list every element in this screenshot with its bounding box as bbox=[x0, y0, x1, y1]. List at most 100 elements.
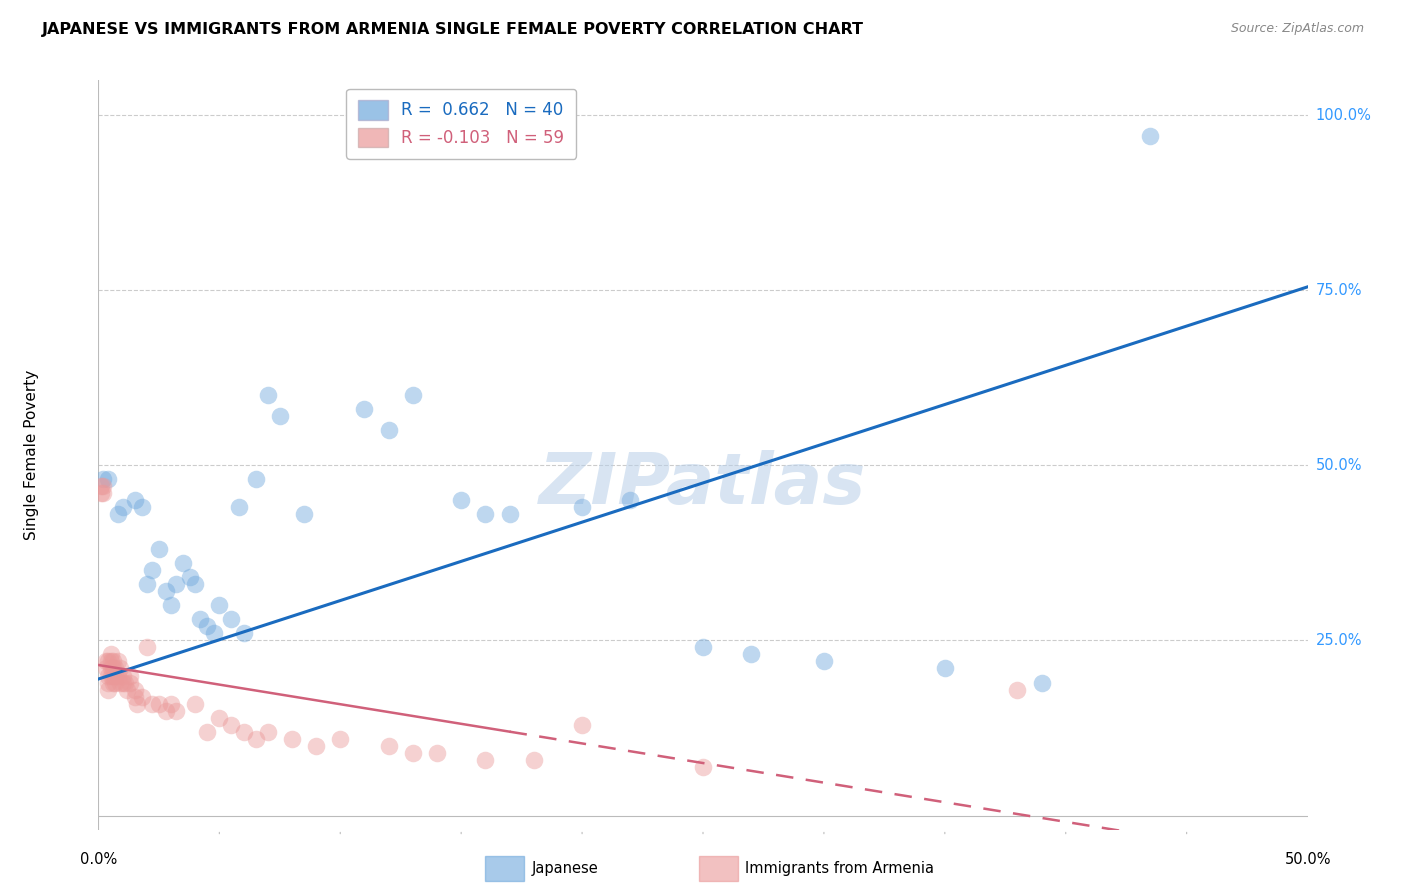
Point bbox=[221, 717, 243, 731]
Point bbox=[934, 661, 956, 675]
Point bbox=[118, 668, 141, 682]
Point bbox=[101, 655, 124, 669]
Text: Japanese: Japanese bbox=[531, 862, 598, 876]
Point bbox=[377, 424, 399, 438]
Point bbox=[523, 752, 546, 766]
Point bbox=[740, 648, 762, 662]
Text: Immigrants from Armenia: Immigrants from Armenia bbox=[745, 862, 934, 876]
Point bbox=[104, 675, 127, 690]
Point bbox=[232, 724, 254, 739]
Point bbox=[692, 759, 714, 773]
Point bbox=[100, 668, 122, 682]
Point bbox=[232, 626, 254, 640]
Point bbox=[107, 668, 129, 682]
Point bbox=[100, 648, 122, 662]
Point bbox=[228, 500, 250, 515]
Point bbox=[281, 731, 304, 746]
Text: 50.0%: 50.0% bbox=[1284, 852, 1331, 867]
Point bbox=[148, 697, 170, 711]
Point bbox=[571, 500, 593, 515]
Point bbox=[104, 668, 127, 682]
Point bbox=[221, 612, 243, 626]
Point bbox=[118, 675, 141, 690]
Text: JAPANESE VS IMMIGRANTS FROM ARMENIA SINGLE FEMALE POVERTY CORRELATION CHART: JAPANESE VS IMMIGRANTS FROM ARMENIA SING… bbox=[42, 22, 865, 37]
Point bbox=[329, 731, 352, 746]
Text: ZIPatlas: ZIPatlas bbox=[540, 450, 866, 519]
Point bbox=[450, 493, 472, 508]
Point bbox=[165, 577, 187, 591]
Point bbox=[141, 697, 163, 711]
Point bbox=[101, 661, 124, 675]
Point bbox=[195, 619, 218, 633]
Point bbox=[305, 739, 328, 753]
Point bbox=[256, 388, 278, 402]
Point bbox=[131, 690, 153, 704]
Point bbox=[245, 731, 267, 746]
Point bbox=[426, 746, 449, 760]
Point bbox=[97, 682, 120, 697]
Point bbox=[402, 388, 425, 402]
Point bbox=[114, 675, 136, 690]
Point bbox=[474, 752, 496, 766]
Point bbox=[160, 599, 183, 613]
Point bbox=[1007, 682, 1029, 697]
Point bbox=[107, 508, 129, 522]
Point bbox=[292, 508, 315, 522]
Point bbox=[107, 655, 129, 669]
Point bbox=[155, 584, 177, 599]
Point bbox=[135, 577, 157, 591]
Point bbox=[692, 640, 714, 655]
Legend: R =  0.662   N = 40, R = -0.103   N = 59: R = 0.662 N = 40, R = -0.103 N = 59 bbox=[346, 88, 576, 159]
Point bbox=[104, 661, 127, 675]
Point bbox=[97, 655, 120, 669]
Point bbox=[256, 724, 278, 739]
Point bbox=[148, 542, 170, 557]
Point bbox=[208, 710, 231, 724]
Point bbox=[97, 472, 120, 486]
Text: 25.0%: 25.0% bbox=[1316, 633, 1362, 648]
Point bbox=[94, 661, 117, 675]
Point bbox=[208, 599, 231, 613]
Point bbox=[269, 409, 291, 424]
Point bbox=[155, 704, 177, 718]
Text: Single Female Poverty: Single Female Poverty bbox=[24, 370, 39, 540]
Point bbox=[101, 668, 124, 682]
Point bbox=[131, 500, 153, 515]
Point bbox=[165, 704, 187, 718]
Point bbox=[94, 655, 117, 669]
Point bbox=[124, 690, 146, 704]
Point bbox=[90, 486, 112, 500]
Point bbox=[127, 697, 149, 711]
Point bbox=[108, 661, 131, 675]
Point bbox=[402, 746, 425, 760]
Text: 50.0%: 50.0% bbox=[1316, 458, 1362, 473]
Point bbox=[619, 493, 641, 508]
Point bbox=[135, 640, 157, 655]
Point bbox=[353, 402, 375, 417]
Point bbox=[1031, 675, 1053, 690]
Point bbox=[124, 493, 146, 508]
Point bbox=[111, 500, 134, 515]
Point bbox=[813, 655, 835, 669]
Point bbox=[571, 717, 593, 731]
Text: 75.0%: 75.0% bbox=[1316, 283, 1362, 298]
Point bbox=[172, 557, 194, 571]
Text: 100.0%: 100.0% bbox=[1316, 108, 1372, 123]
Point bbox=[245, 472, 267, 486]
Text: 0.0%: 0.0% bbox=[80, 852, 117, 867]
Point bbox=[195, 724, 218, 739]
Point bbox=[108, 675, 131, 690]
Point bbox=[97, 675, 120, 690]
Point bbox=[111, 675, 134, 690]
Point bbox=[117, 682, 139, 697]
Point bbox=[377, 739, 399, 753]
Point bbox=[124, 682, 146, 697]
Point bbox=[91, 486, 114, 500]
Point bbox=[101, 675, 124, 690]
Point bbox=[100, 661, 122, 675]
Text: Source: ZipAtlas.com: Source: ZipAtlas.com bbox=[1230, 22, 1364, 36]
Point bbox=[498, 508, 520, 522]
Point bbox=[97, 668, 120, 682]
Point bbox=[141, 564, 163, 578]
Point bbox=[474, 508, 496, 522]
